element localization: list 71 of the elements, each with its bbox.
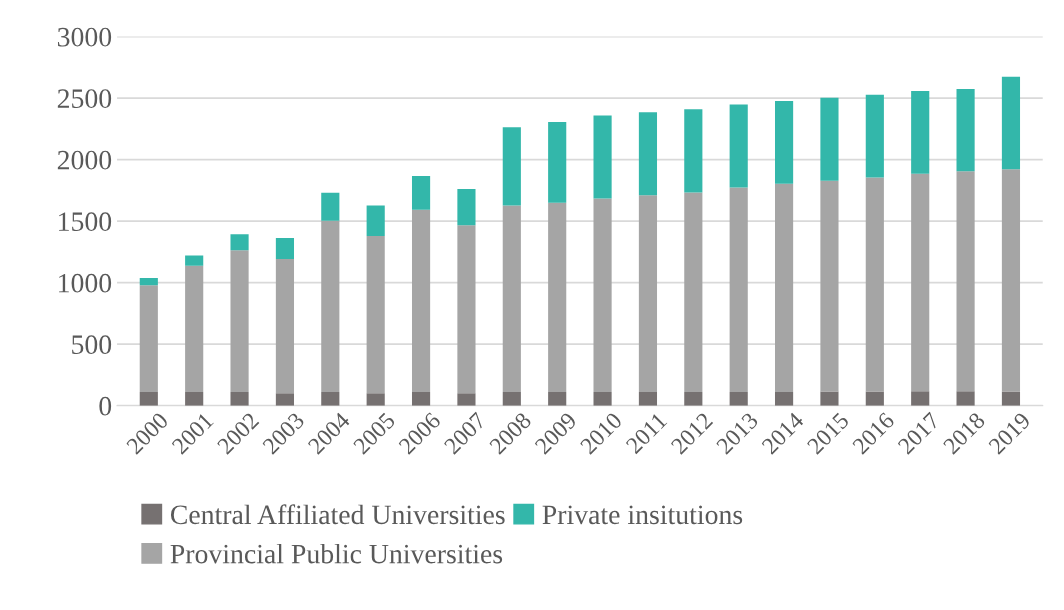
legend-label: Central Affiliated Universities xyxy=(170,504,505,525)
bar xyxy=(956,88,975,172)
bar xyxy=(185,392,204,406)
bar xyxy=(548,122,567,203)
bar xyxy=(321,192,340,221)
bar xyxy=(185,265,204,393)
x-tick-label: 2011 xyxy=(625,412,668,455)
bar xyxy=(457,225,476,394)
bar xyxy=(638,195,658,393)
bar xyxy=(321,392,340,406)
bar xyxy=(321,220,340,393)
bar xyxy=(366,393,385,406)
bar xyxy=(275,258,295,394)
bar xyxy=(411,176,431,210)
y-tick-label: 1500 xyxy=(59,212,112,232)
bar xyxy=(820,97,839,181)
bar xyxy=(729,392,748,406)
bar xyxy=(139,392,158,406)
bar xyxy=(911,90,930,174)
y-tick-label: 500 xyxy=(72,335,112,355)
bar xyxy=(729,187,748,393)
bar xyxy=(956,171,975,392)
bar xyxy=(775,101,794,184)
bar xyxy=(865,391,884,406)
legend-label: Provincial Public Universities xyxy=(170,543,503,564)
bar xyxy=(865,177,884,392)
bar xyxy=(593,392,612,406)
bar xyxy=(502,392,521,406)
y-tick-label: 2500 xyxy=(57,89,112,109)
bar xyxy=(865,94,884,178)
bar xyxy=(275,238,295,259)
bar xyxy=(139,277,158,286)
bar xyxy=(638,112,658,196)
bar xyxy=(548,202,567,393)
bar xyxy=(230,250,249,393)
bar xyxy=(775,183,794,393)
bar xyxy=(366,236,385,394)
bar xyxy=(593,198,612,393)
bar xyxy=(1001,76,1021,170)
bar xyxy=(684,192,703,393)
bar xyxy=(230,234,249,251)
bar xyxy=(593,115,612,199)
bar xyxy=(911,391,930,406)
bar xyxy=(502,205,521,393)
bar xyxy=(411,392,431,406)
bar xyxy=(366,205,385,237)
bar xyxy=(548,392,567,406)
bar xyxy=(638,392,658,406)
bar xyxy=(230,392,249,406)
bar xyxy=(911,173,930,392)
y-tick-label: 0 xyxy=(99,396,112,416)
bar xyxy=(820,391,839,406)
bar xyxy=(502,127,521,206)
bar xyxy=(457,188,476,226)
bar xyxy=(139,285,158,393)
bar xyxy=(775,392,794,406)
bar xyxy=(1001,391,1021,406)
y-tick-label: 3000 xyxy=(57,27,112,47)
bar xyxy=(185,255,204,266)
bar xyxy=(684,109,703,193)
y-tick-label: 1000 xyxy=(59,273,112,293)
bar xyxy=(411,209,431,393)
bar xyxy=(820,180,839,392)
bar xyxy=(956,391,975,406)
legend-label: Private insitutions xyxy=(542,505,743,525)
bar xyxy=(457,393,476,406)
bar xyxy=(1001,169,1021,392)
bar xyxy=(684,392,703,406)
y-tick-label: 2000 xyxy=(57,150,112,170)
bar xyxy=(729,104,748,188)
bar xyxy=(275,393,295,406)
